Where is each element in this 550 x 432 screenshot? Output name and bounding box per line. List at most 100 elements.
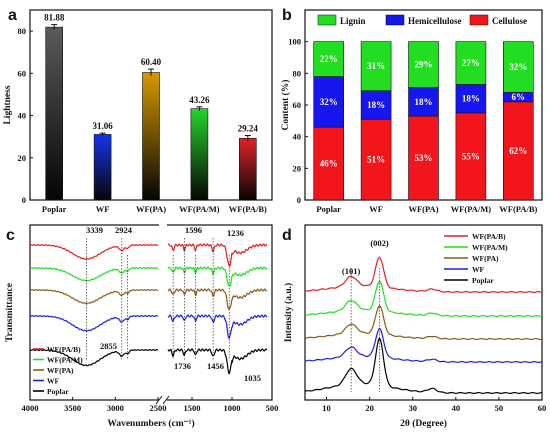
value-label: 60.40 xyxy=(141,57,162,67)
x-tick-label: WF(PA/B) xyxy=(229,204,267,214)
x-tick-label: 3000 xyxy=(107,403,124,413)
x-tick-label: 30 xyxy=(408,403,417,413)
segment-label: 55% xyxy=(462,151,480,161)
y-tick-label: 80 xyxy=(293,68,302,78)
legend-label: WF(PA) xyxy=(472,254,499,263)
segment-cellulose xyxy=(408,115,439,201)
x-tick-label: 50 xyxy=(495,403,504,413)
axis-break xyxy=(159,223,167,227)
x-tick-label: 4000 xyxy=(22,403,39,413)
legend-label: Poplar xyxy=(472,276,494,285)
value-label: 81.88 xyxy=(44,13,65,23)
value-label: 43.26 xyxy=(189,95,210,105)
legend-swatch xyxy=(385,14,405,26)
break-mark xyxy=(162,395,170,405)
segment-lignin xyxy=(455,41,487,85)
segment-lignin xyxy=(408,41,439,88)
x-tick-label: WF xyxy=(96,204,110,214)
panel-letter: c xyxy=(6,227,15,244)
segment-hemicellulose xyxy=(455,84,487,114)
y-axis-label: Transmittance xyxy=(5,283,15,342)
bar-Poplar xyxy=(45,26,64,201)
segment-label: 46% xyxy=(320,159,338,169)
x-axis-label: 2θ (Degree) xyxy=(400,418,447,429)
y-tick-label: 20 xyxy=(18,153,27,163)
y-tick-label: 0 xyxy=(22,195,26,205)
segment-lignin xyxy=(313,41,345,77)
x-tick-label: WF(PA) xyxy=(136,204,166,214)
x-tick-label: 1500 xyxy=(184,403,201,413)
ftir-curve-right xyxy=(167,314,268,340)
y-tick-label: 40 xyxy=(293,132,302,142)
break-mark xyxy=(155,395,163,405)
ftir-curve-right xyxy=(167,348,268,375)
x-tick-label: 3500 xyxy=(64,403,81,413)
ftir-curve-left xyxy=(29,314,159,332)
x-tick-label: WF(PA/B) xyxy=(499,204,537,214)
y-axis-label: Lightness xyxy=(3,85,13,124)
legend-label: WF(PA/B) xyxy=(472,232,506,241)
legend-label: WF(PA/M) xyxy=(47,356,83,365)
y-tick-label: 60 xyxy=(293,100,302,110)
segment-label: 18% xyxy=(367,100,385,110)
bar-WF(PA/B) xyxy=(239,137,257,201)
x-tick-label: WF xyxy=(369,204,383,214)
x-tick-label: Poplar xyxy=(316,204,341,214)
peak-annotation: 1035 xyxy=(244,373,261,383)
y-axis-label: Intensity (a.u.) xyxy=(283,283,294,342)
ftir-curve-left xyxy=(29,243,159,260)
xrd-curve xyxy=(304,256,543,294)
segment-hemicellulose xyxy=(408,87,439,117)
segment-lignin xyxy=(502,41,534,93)
x-tick-label: 60 xyxy=(538,403,547,413)
legend-swatch xyxy=(469,14,489,26)
xrd-curve xyxy=(304,337,543,395)
peak-annotation: 1456 xyxy=(207,361,224,371)
legend-label: Poplar xyxy=(47,387,69,396)
peak-annotation: 2924 xyxy=(115,225,133,235)
legend-label: WF xyxy=(47,377,60,386)
segment-lignin xyxy=(360,41,392,92)
y-axis-label: Content (%) xyxy=(280,80,291,131)
segment-label: 6% xyxy=(512,92,526,102)
panel-letter: a xyxy=(8,7,17,24)
legend-label: WF xyxy=(472,265,485,274)
peak-annotation: 2855 xyxy=(100,341,117,351)
x-tick-label: 40 xyxy=(452,403,461,413)
ftir-curve-left xyxy=(29,288,158,305)
x-tick-label: 500 xyxy=(266,403,279,413)
peak-annotation: 1596 xyxy=(185,225,202,235)
value-label: 29.24 xyxy=(238,124,259,134)
ftir-curve-right xyxy=(167,266,268,287)
x-axis-label: Wavenumbers (cm⁻¹) xyxy=(107,418,194,429)
legend-label: WF(PA) xyxy=(47,366,74,375)
panel-letter: b xyxy=(282,7,292,24)
segment-label: 29% xyxy=(415,60,433,70)
y-tick-label: 20 xyxy=(293,163,302,173)
segment-cellulose xyxy=(313,126,345,201)
segment-cellulose xyxy=(502,101,534,201)
legend-label: WF(PA/B) xyxy=(47,345,81,354)
legend-swatch xyxy=(317,14,337,26)
ftir-curve-right xyxy=(167,288,268,311)
bar-WF(PA/M) xyxy=(190,108,209,201)
plot-frame-d xyxy=(304,224,543,401)
ftir-curve-left xyxy=(29,266,159,282)
bar-WF xyxy=(93,134,112,201)
x-tick-label: WF(PA/M) xyxy=(179,204,220,214)
x-tick-label: 1000 xyxy=(224,403,241,413)
plot-frame-c xyxy=(29,224,273,401)
ftir-curve-right xyxy=(167,243,268,267)
x-tick-label: 20 xyxy=(365,403,374,413)
x-tick-label: WF(PA/M) xyxy=(451,204,492,214)
y-tick-label: 40 xyxy=(18,111,27,121)
legend-label: WF(PA/M) xyxy=(472,243,508,252)
segment-cellulose xyxy=(455,112,487,201)
y-tick-label: 80 xyxy=(18,26,27,36)
value-label: 31.06 xyxy=(92,121,113,131)
legend-label: Lignin xyxy=(340,16,366,26)
bar-WF(PA) xyxy=(142,72,160,201)
legend-label: Cellulose xyxy=(492,16,527,26)
peak-annotation: 3339 xyxy=(86,225,103,235)
